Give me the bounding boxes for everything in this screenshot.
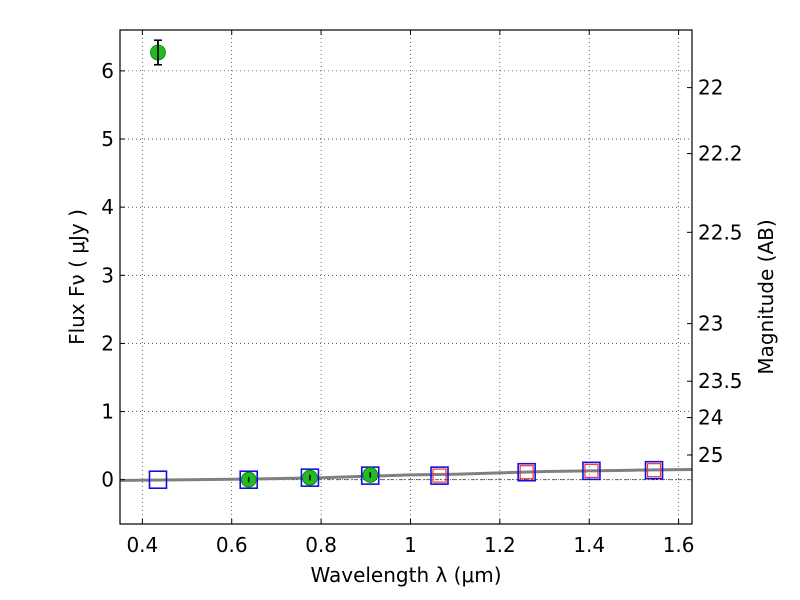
magnitude-tick-label: 23.5 (698, 369, 743, 393)
x-tick-label: 1.2 (484, 533, 516, 557)
magnitude-tick-label: 22.2 (698, 142, 743, 166)
x-tick-label: 0.6 (216, 533, 248, 557)
red-square-point (432, 468, 447, 483)
blue-square-point (517, 462, 536, 482)
y-tick-label: 6 (101, 59, 114, 83)
x-tick-label: 1.4 (573, 533, 605, 557)
model-curve (119, 468, 693, 482)
plot-frame (119, 29, 693, 525)
x-tick-label: 0.8 (305, 533, 337, 557)
x-axis-ticks: 0.4 0.6 0.8 1 1.2 1.4 1.6 (126, 30, 695, 557)
blue-square-point (148, 470, 168, 490)
magnitude-axis-label: Magnitude (AB) (754, 219, 778, 374)
model-line (119, 468, 693, 482)
blue-square-point (430, 466, 449, 485)
y-tick-label: 0 (101, 468, 114, 492)
y-tick-label: 2 (101, 331, 114, 355)
blue-square-point (582, 461, 601, 481)
red-square-point (646, 463, 662, 478)
blue-square-point (644, 460, 664, 480)
data-points (148, 39, 664, 490)
y-axis-label: Flux Fν ( μJy ) (65, 209, 89, 345)
y-axis-ticks: 0 1 2 3 4 5 6 (101, 59, 125, 492)
magnitude-tick-label: 24 (698, 406, 723, 430)
blue-square-point (239, 470, 258, 490)
blue-square-point (300, 468, 320, 487)
y-tick-label: 3 (101, 263, 114, 287)
x-axis-label: Wavelength λ (μm) (310, 563, 501, 587)
x-tick-label: 1 (404, 533, 417, 557)
magnitude-tick-label: 22 (698, 76, 723, 100)
magnitude-tick-label: 22.5 (698, 220, 743, 244)
x-tick-label: 0.4 (126, 533, 158, 557)
y-tick-label: 4 (101, 195, 114, 219)
grid (120, 30, 692, 524)
x-tick-label: 1.6 (663, 533, 695, 557)
y-tick-label: 5 (101, 127, 114, 151)
red-square-point (519, 465, 534, 480)
magnitude-tick-label: 25 (698, 443, 723, 467)
red-square-point (584, 463, 599, 478)
magnitude-axis-ticks: 22 22.2 22.5 23 23.5 24 25 (687, 76, 743, 467)
y-tick-label: 1 (101, 400, 114, 424)
magnitude-tick-label: 23 (698, 312, 723, 336)
